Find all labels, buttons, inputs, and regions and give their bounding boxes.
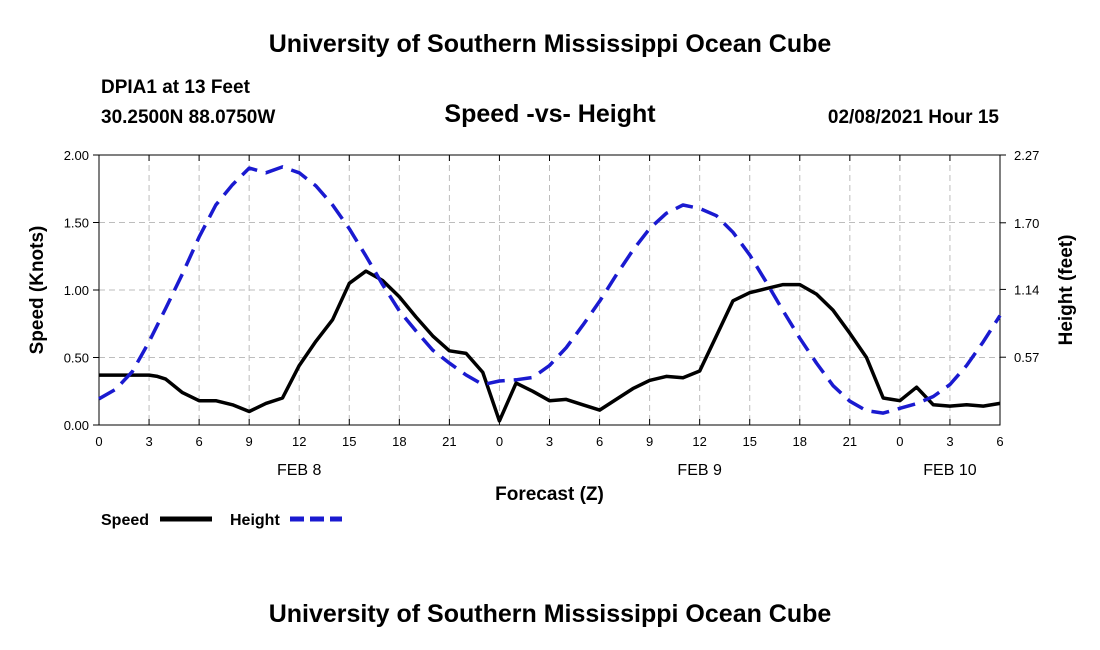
y-tick-label: 1.00 bbox=[64, 283, 89, 298]
x-axis-title: Forecast (Z) bbox=[495, 484, 604, 505]
top-title: University of Southern Mississippi Ocean… bbox=[268, 30, 832, 58]
x-tick-label: 9 bbox=[246, 434, 253, 449]
station-label: DPIA1 at 13 Feet bbox=[101, 77, 250, 98]
grid-layer bbox=[99, 155, 1000, 425]
height-series-line bbox=[98, 165, 1002, 415]
bottom-title: University of Southern Mississippi Ocean… bbox=[268, 600, 832, 628]
x-tick-label: 18 bbox=[793, 434, 807, 449]
y2-tick-label: 0.57 bbox=[1014, 350, 1039, 365]
x-tick-label: 18 bbox=[392, 434, 406, 449]
day-label: FEB 10 bbox=[923, 462, 976, 479]
day-label: FEB 9 bbox=[677, 462, 722, 479]
day-label: FEB 8 bbox=[277, 462, 322, 479]
y2-axis-title: Height (feet) bbox=[1056, 235, 1077, 346]
x-tick-label: 0 bbox=[95, 434, 102, 449]
x-tick-label: 21 bbox=[843, 434, 857, 449]
x-tick-label: 3 bbox=[546, 434, 553, 449]
x-tick-label: 6 bbox=[195, 434, 202, 449]
x-tick-label: 0 bbox=[896, 434, 903, 449]
x-tick-label: 0 bbox=[496, 434, 503, 449]
x-tick-label: 3 bbox=[946, 434, 953, 449]
speed-series-line bbox=[99, 269, 1001, 423]
tick-layer: 0 3 6 9 12 15 18 21 0 3 6 9 12 15 18 21 0 3 6 0.00 0.50 1.00 1… bbox=[64, 148, 1040, 479]
x-tick-label: 6 bbox=[596, 434, 603, 449]
y-axis-title: Speed (Knots) bbox=[27, 226, 48, 355]
x-tick-label: 15 bbox=[742, 434, 756, 449]
legend-height-label: Height bbox=[230, 512, 280, 529]
series-layer bbox=[98, 165, 1002, 423]
y-tick-label: 2.00 bbox=[64, 148, 89, 163]
x-tick-label: 15 bbox=[342, 434, 356, 449]
y2-tick-label: 1.70 bbox=[1014, 216, 1039, 231]
chart-title: Speed -vs- Height bbox=[444, 100, 656, 128]
forecast-timestamp: 02/08/2021 Hour 15 bbox=[827, 107, 999, 128]
y2-tick-label: 1.14 bbox=[1014, 282, 1039, 297]
y-tick-label: 0.50 bbox=[64, 351, 89, 366]
x-tick-label: 12 bbox=[292, 434, 306, 449]
x-tick-label: 12 bbox=[692, 434, 706, 449]
x-tick-label: 9 bbox=[646, 434, 653, 449]
x-tick-label: 21 bbox=[442, 434, 456, 449]
y2-tick-label: 2.27 bbox=[1014, 148, 1039, 163]
y-tick-label: 0.00 bbox=[64, 418, 89, 433]
x-tick-label: 6 bbox=[996, 434, 1003, 449]
x-tick-label: 3 bbox=[145, 434, 152, 449]
coordinates-label: 30.2500N 88.0750W bbox=[101, 107, 276, 128]
y-tick-label: 1.50 bbox=[64, 216, 89, 231]
legend: Speed Height bbox=[101, 512, 342, 529]
legend-speed-label: Speed bbox=[101, 512, 149, 529]
